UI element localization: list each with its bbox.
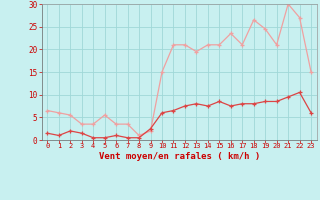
X-axis label: Vent moyen/en rafales ( km/h ): Vent moyen/en rafales ( km/h ) — [99, 152, 260, 161]
